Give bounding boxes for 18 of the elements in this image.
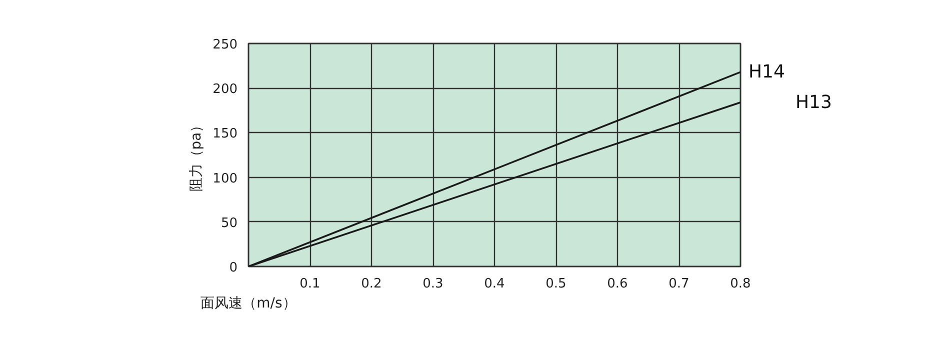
x-tick-label: 0.7 bbox=[668, 276, 690, 292]
series-label: H14 bbox=[748, 62, 785, 83]
x-tick-label: 0.8 bbox=[730, 276, 751, 292]
y-tick-label: 50 bbox=[220, 216, 238, 231]
y-axis-title: 阻力（pa） bbox=[188, 118, 205, 192]
y-tick-label: 100 bbox=[212, 171, 238, 186]
x-tick-label: 0.2 bbox=[361, 276, 382, 292]
y-tick-label: 0 bbox=[229, 260, 238, 276]
x-tick-label: 0.5 bbox=[546, 276, 566, 292]
x-tick-label: 0.4 bbox=[484, 276, 505, 292]
x-axis-title: 面风速（m/s） bbox=[200, 296, 296, 312]
y-tick-label: 150 bbox=[212, 126, 238, 142]
x-tick-label: 0.6 bbox=[607, 276, 628, 292]
x-tick-label: 0.1 bbox=[300, 276, 320, 292]
x-tick-label: 0.3 bbox=[422, 276, 444, 292]
y-tick-label: 250 bbox=[212, 38, 238, 52]
y-tick-label: 200 bbox=[212, 82, 238, 98]
text: H13 bbox=[796, 92, 832, 113]
